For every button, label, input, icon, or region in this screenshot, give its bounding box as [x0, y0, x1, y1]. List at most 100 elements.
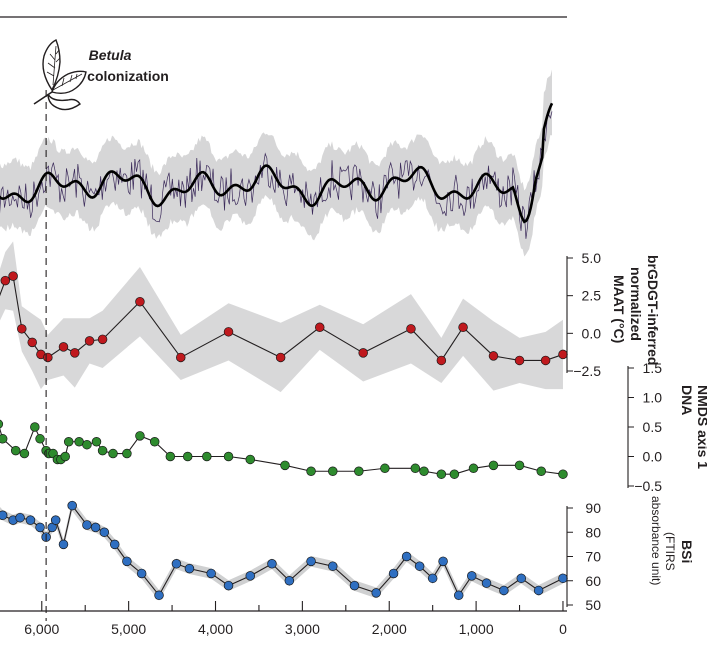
bsi-data-point — [136, 568, 147, 579]
maat-data-point — [540, 355, 551, 366]
dna-data-point — [280, 460, 290, 471]
maat-data-point — [275, 352, 286, 363]
x-axis: 6,000 5,000 4,000 3,000 2,000 1,000 0 — [0, 601, 567, 637]
dna-data-point — [449, 469, 460, 479]
birch-leaf-icon — [33, 39, 87, 111]
dna-data-point — [380, 463, 390, 474]
maat-tick-label: 0.0 — [582, 325, 602, 341]
maat-title-line-2: normalized — [628, 267, 644, 341]
bsi-data-point — [184, 563, 195, 574]
maat-data-point — [84, 336, 95, 346]
dna-data-point — [468, 463, 479, 474]
dna-data-point — [108, 448, 118, 459]
maat-data-point — [8, 271, 18, 281]
maat-confidence-band — [0, 241, 563, 393]
maat-y-axis: 5.0 2.5 0.0 −2.5 — [566, 250, 602, 379]
maat-tick-label: 5.0 — [582, 250, 602, 266]
bsi-tick-label: 70 — [585, 549, 601, 565]
dna-data-point — [149, 437, 160, 447]
dna-tick-label: −0.5 — [634, 478, 662, 494]
maat-title: brGDGT-inferred normalized MAAT (°C) — [611, 255, 661, 365]
maat-tick-label: 2.5 — [582, 288, 602, 304]
bsi-data-point — [558, 573, 568, 584]
bsi-data-point — [401, 551, 412, 562]
maat-data-point — [0, 275, 11, 286]
bsi-data-point — [25, 515, 36, 525]
maat-data-point — [27, 337, 37, 348]
bsi-data-point — [427, 573, 438, 584]
dna-data-point — [306, 466, 316, 477]
maat-data-point — [58, 342, 69, 352]
bsi-data-point — [481, 578, 492, 588]
dna-data-point — [419, 466, 429, 477]
bsi-data-point — [223, 580, 234, 591]
dna-data-point — [10, 445, 21, 456]
bsi-data-point — [99, 527, 110, 537]
bsi-data-point — [245, 571, 256, 581]
dna-data-point — [30, 422, 40, 432]
maat-data-point — [135, 296, 145, 307]
dna-data-point — [165, 451, 176, 462]
x-tick-label: 0 — [559, 621, 567, 637]
bsi-data-point — [122, 556, 132, 567]
dna-data-point — [436, 469, 447, 479]
x-tick-label: 5,000 — [111, 621, 146, 637]
bsi-tick-label: 50 — [585, 597, 601, 613]
dna-data-point — [328, 466, 338, 477]
maat-data-point — [514, 355, 525, 366]
dna-tick-label: 0.5 — [643, 419, 663, 435]
bsi-data-point — [267, 559, 277, 569]
bsi-data-point — [414, 561, 425, 571]
dna-data-point — [558, 469, 568, 479]
bsi-data-point — [533, 585, 544, 596]
bsi-data-point — [349, 580, 360, 591]
maat-data-point — [97, 334, 108, 345]
dna-data-point — [0, 434, 8, 444]
maat-data-point — [70, 348, 80, 358]
bsi-data-point — [453, 590, 464, 601]
dna-tick-label: 1.0 — [643, 390, 663, 406]
x-tick-label: 4,000 — [198, 621, 233, 637]
bsi-data-point — [499, 585, 509, 596]
bsi-data-point — [15, 512, 25, 523]
dna-data-point — [223, 451, 234, 462]
dna-data-point — [410, 463, 421, 474]
maat-data-point — [358, 348, 368, 358]
maat-data-point — [314, 322, 325, 333]
dna-title: DNA NMDS axis 1 — [679, 385, 707, 469]
bsi-title-line-3: absorbance unit) — [649, 496, 663, 585]
bsi-tick-label: 90 — [585, 500, 601, 516]
maat-tick-label: −2.5 — [573, 363, 601, 379]
bsi-data-point — [284, 575, 295, 586]
bsi-confidence-band — [0, 500, 563, 601]
series-layer — [0, 271, 568, 601]
bsi-data-point — [67, 500, 77, 511]
dna-y-axis: 1.5 1.0 0.5 0.0 −0.5 — [627, 360, 663, 494]
dna-tick-label: 0.0 — [643, 449, 663, 465]
maat-data-point — [558, 349, 568, 360]
bsi-data-point — [90, 522, 101, 533]
dna-data-point — [122, 448, 132, 459]
event-label-text: colonization — [87, 68, 169, 84]
bsi-data-point — [467, 571, 477, 581]
bsi-data-point — [516, 573, 527, 584]
maat-data-point — [488, 351, 499, 361]
maat-data-point — [43, 352, 53, 363]
x-tick-label: 2,000 — [372, 621, 407, 637]
maat-data-point — [17, 324, 27, 334]
dna-data-point — [135, 431, 145, 441]
top-raw-line — [0, 111, 553, 239]
dna-title-line-1: DNA — [679, 385, 695, 415]
dna-data-point — [91, 437, 102, 447]
bsi-data-point — [35, 522, 45, 533]
dna-data-point — [245, 454, 256, 465]
dna-data-point — [182, 451, 193, 462]
dna-data-point — [536, 466, 547, 477]
top-record-band — [0, 69, 552, 257]
dna-title-line-2: NMDS axis 1 — [695, 385, 707, 469]
dna-data-point — [354, 466, 364, 477]
dna-data-point — [97, 445, 108, 456]
x-tick-label: 3,000 — [285, 621, 320, 637]
bsi-band — [0, 500, 563, 601]
